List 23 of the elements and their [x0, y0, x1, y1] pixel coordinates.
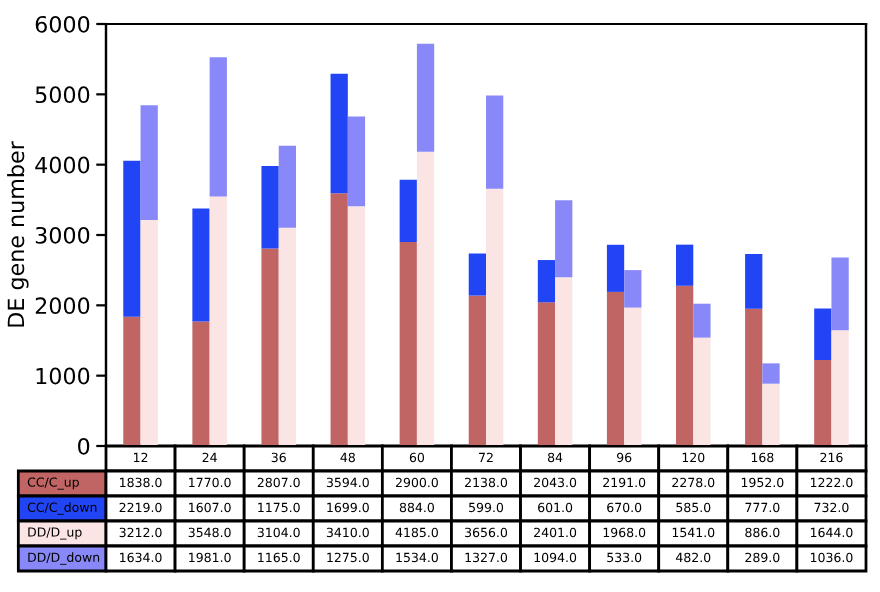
y-tick-label: 6000: [35, 15, 90, 33]
y-tick-label: 2000: [35, 297, 90, 315]
bar: [416, 43, 435, 152]
y-tick-label: 0: [78, 437, 90, 455]
y-tick-label: 1000: [36, 367, 90, 385]
bar: [831, 257, 849, 331]
bar: [399, 179, 417, 243]
bar: [209, 57, 227, 197]
bar: [468, 253, 486, 296]
bar: [486, 95, 504, 189]
bar: [745, 254, 763, 309]
y-tick-label: 3000: [35, 226, 90, 244]
bar: [693, 303, 711, 338]
y-axis-title: DE gene number: [7, 141, 29, 327]
bar: [209, 196, 227, 446]
y-tick-label: 5000: [35, 86, 90, 104]
bar: [676, 244, 694, 286]
bar: [606, 244, 625, 292]
bar: [537, 260, 556, 303]
bar: [555, 200, 573, 278]
bar: [745, 308, 763, 446]
y-tick-label: 4000: [35, 156, 90, 174]
bar: [762, 363, 780, 384]
